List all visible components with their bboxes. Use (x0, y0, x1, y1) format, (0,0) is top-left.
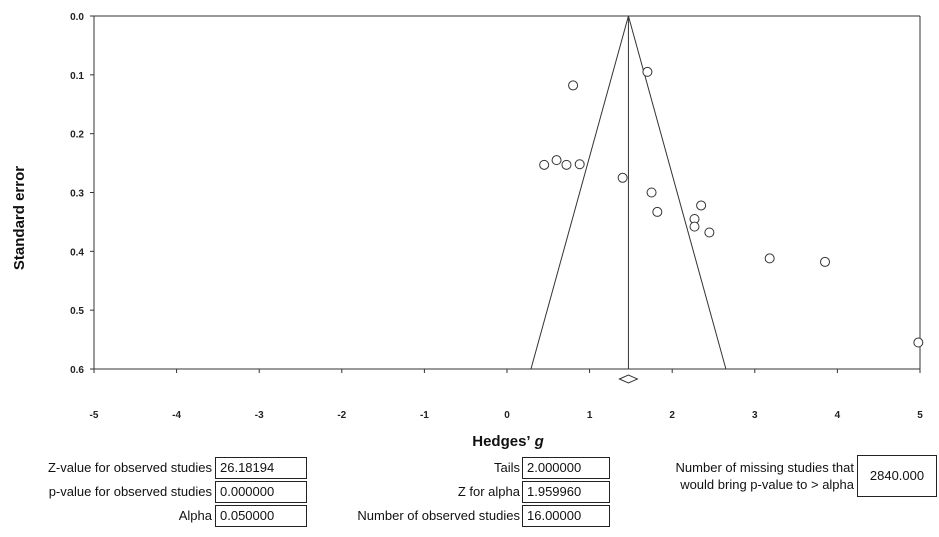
tails-value: 2.000000 (522, 457, 610, 479)
study-point (913, 337, 924, 348)
study-point (561, 159, 572, 170)
x-tick-labels: -5 -4 -3 -2 -1 0 1 2 3 4 5 (90, 369, 923, 421)
x-tick-label: -2 (337, 410, 346, 421)
n-obs-value: 16.00000 (522, 505, 610, 527)
missing-studies-value: 2840.000 (857, 455, 937, 497)
study-point (689, 221, 700, 232)
z-alpha-value: 1.959960 (522, 481, 610, 503)
x-axis-title-italic: g (534, 433, 544, 450)
study-points (539, 66, 924, 348)
y-axis-title: Standard error (11, 166, 28, 270)
y-tick-label: 0.0 (70, 12, 84, 23)
study-point (574, 159, 585, 170)
x-tick-label: 5 (917, 410, 923, 421)
funnel-plot: 0.0 0.1 0.2 0.3 0.4 0.5 0.6 -5 -4 -3 -2 -1 0 1 2 3 4 5 S… (11, 12, 924, 450)
combined-effect-diamond (618, 374, 639, 384)
x-tick-label: 2 (669, 410, 675, 421)
funnel-left-line (530, 15, 629, 370)
y-tick-label: 0.1 (70, 71, 84, 82)
x-tick-label: 1 (587, 410, 593, 421)
y-tick-label: 0.2 (70, 130, 84, 141)
z-obs-value: 26.18194 (215, 457, 307, 479)
n-obs-label: Number of observed studies (357, 508, 520, 523)
missing-label-line-2: would bring p-value to > alpha (680, 477, 854, 492)
p-obs-value: 0.000000 (215, 481, 307, 503)
study-point (704, 227, 715, 238)
study-point (568, 80, 579, 91)
x-tick-label: 4 (835, 410, 841, 421)
tails-label: Tails (493, 460, 520, 475)
funnel-right-line (627, 15, 727, 370)
y-tick-label: 0.3 (70, 189, 84, 200)
funnel-lines (530, 15, 727, 384)
y-tick-label: 0.5 (70, 306, 84, 317)
study-point (551, 155, 562, 166)
z-alpha-label: Z for alpha (457, 484, 520, 499)
missing-studies-label: Number of missing studies that would bri… (612, 459, 854, 493)
study-point (646, 187, 657, 198)
x-axis-title-main: Hedges’ (472, 433, 530, 450)
y-tick-labels: 0.0 0.1 0.2 0.3 0.4 0.5 0.6 (70, 12, 94, 376)
y-tick-label: 0.4 (70, 247, 84, 258)
x-tick-label: -3 (255, 410, 264, 421)
x-tick-label: -1 (420, 410, 429, 421)
z-obs-label: Z-value for observed studies (47, 460, 212, 475)
x-tick-label: -5 (90, 410, 99, 421)
study-point (820, 256, 831, 267)
alpha-label: Alpha (178, 508, 212, 523)
missing-label-line-1: Number of missing studies that (675, 460, 854, 475)
x-tick-label: -4 (172, 410, 181, 421)
study-point (652, 206, 663, 217)
x-axis-title: Hedges’ g (472, 433, 544, 450)
x-tick-label: 0 (504, 410, 510, 421)
x-tick-label: 3 (752, 410, 758, 421)
study-point (617, 172, 628, 183)
study-point (696, 200, 707, 211)
study-point (764, 253, 775, 264)
study-point (642, 66, 653, 77)
study-point (539, 159, 550, 170)
axes (93, 15, 921, 370)
alpha-value: 0.050000 (215, 505, 307, 527)
y-tick-label: 0.6 (70, 365, 84, 376)
p-obs-label: p-value for observed studies (48, 484, 212, 499)
